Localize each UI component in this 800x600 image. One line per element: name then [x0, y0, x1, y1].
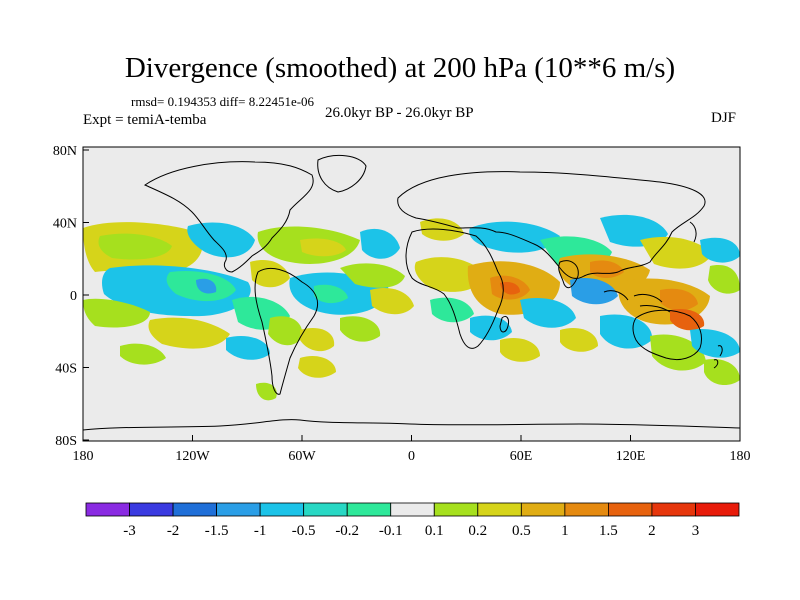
x-tick-label: 120W: [175, 449, 210, 464]
field-blob: [708, 265, 740, 294]
field-blob: [600, 314, 653, 349]
stats-label: rmsd= 0.194353 diff= 8.22451e-06: [131, 94, 315, 109]
field-blob: [340, 263, 405, 288]
colorbar-label: 3: [692, 523, 700, 539]
colorbar-label: -1.5: [205, 523, 229, 539]
coastline-north-america: [143, 161, 314, 273]
field-blob: [660, 288, 698, 311]
field-blob: [187, 222, 255, 258]
y-tick-label: 40S: [55, 362, 77, 377]
field-blob: [670, 308, 705, 331]
colorbar-label: -2: [167, 523, 180, 539]
x-tick-label: 180: [73, 449, 94, 464]
y-tick-label: 0: [70, 289, 77, 304]
colorbar-swatch: [608, 502, 653, 517]
coastlines: [83, 154, 740, 431]
field-blob: [640, 236, 712, 269]
colorbar-swatch: [520, 502, 566, 517]
field-blob: [704, 358, 740, 386]
field-blob: [690, 328, 740, 358]
field-blob: [340, 316, 381, 342]
field-blob: [700, 237, 740, 263]
colorbar-swatch: [303, 502, 348, 517]
colorbar-swatch: [129, 502, 174, 517]
colorbar-label: 2: [648, 523, 656, 539]
coastline-eurasia: [397, 171, 706, 279]
colorbar-swatch: [259, 502, 305, 517]
field-blob: [360, 228, 400, 259]
plot-title: Divergence (smoothed) at 200 hPa (10**6 …: [124, 52, 676, 84]
x-axis: 180 120W 60W 0 60E 120E 180: [73, 435, 751, 464]
colorbar-label: 0.2: [468, 523, 487, 539]
coastline-antarctica: [83, 419, 740, 431]
coastline-new-zealand: [713, 345, 723, 369]
y-tick-label: 40N: [53, 217, 77, 232]
field-blob: [370, 287, 414, 315]
colorbar-label: -0.5: [292, 523, 316, 539]
field-blob: [298, 355, 336, 378]
field-blob: [500, 337, 540, 362]
field-blob: [300, 238, 346, 257]
colorbar-label: -0.1: [379, 523, 403, 539]
x-tick-label: 60W: [288, 449, 316, 464]
coastline-south-america: [254, 267, 318, 395]
colorbar: -3 -2 -1.5 -1 -0.5 -0.2 -0.1 0.1 0.2 0.5 1 1.5 2 3: [85, 502, 740, 539]
field-blob: [469, 221, 560, 253]
coastline-australia: [632, 309, 703, 361]
colorbar-swatch: [172, 502, 217, 517]
coastline-greenland: [317, 154, 367, 193]
field-blob: [120, 343, 166, 365]
colorbar-swatch: [433, 502, 479, 517]
field-blob: [196, 278, 217, 294]
field-blob: [83, 298, 150, 328]
field-blob: [268, 316, 303, 346]
colorbar-label: -3: [123, 523, 136, 539]
y-axis: 80N 40N 0 40S 80S: [53, 144, 89, 449]
colorbar-swatch: [651, 502, 696, 517]
coastline-india: [558, 260, 579, 289]
coastline-japan: [689, 221, 697, 243]
field-blob: [98, 233, 172, 260]
field-blob: [148, 317, 230, 349]
field-blob: [570, 277, 618, 305]
experiment-label: Expt = temiA-temba: [83, 112, 207, 128]
colorbar-swatch: [85, 502, 130, 517]
field-blob: [226, 335, 270, 360]
field-blob: [414, 257, 486, 292]
colorbar-swatch: [346, 502, 392, 517]
colorbar-label: 1.5: [599, 523, 618, 539]
colorbar-swatch: [216, 502, 261, 517]
colorbar-label: -0.2: [335, 523, 359, 539]
colorbar-label: 0.1: [425, 523, 444, 539]
period-label: 26.0kyr BP - 26.0kyr BP: [325, 105, 474, 121]
colorbar-swatch: [695, 502, 740, 517]
field-blob: [430, 297, 474, 323]
season-label: DJF: [711, 110, 737, 126]
x-tick-label: 180: [730, 449, 751, 464]
field-blob: [500, 282, 520, 295]
field-blob: [300, 327, 335, 352]
field-blob: [256, 382, 277, 401]
colorbar-swatch: [390, 502, 435, 517]
colorbar-label: -1: [254, 523, 267, 539]
colorbar-label: 1: [561, 523, 569, 539]
y-tick-label: 80S: [55, 434, 77, 449]
x-tick-label: 60E: [510, 449, 533, 464]
field-blob: [250, 259, 290, 288]
coastline-indonesia: [603, 290, 671, 313]
coastline-africa: [405, 228, 504, 349]
x-tick-label: 120E: [616, 449, 646, 464]
y-tick-label: 80N: [53, 144, 77, 159]
x-tick-label: 0: [408, 449, 415, 464]
field-blob: [560, 327, 598, 352]
colorbar-swatch: [477, 502, 522, 517]
divergence-field: [83, 214, 740, 401]
field-blob: [520, 298, 576, 328]
field-blob: [314, 284, 348, 304]
colorbar-label: 0.5: [512, 523, 531, 539]
coastline-madagascar: [499, 315, 509, 333]
colorbar-swatch: [564, 502, 609, 517]
